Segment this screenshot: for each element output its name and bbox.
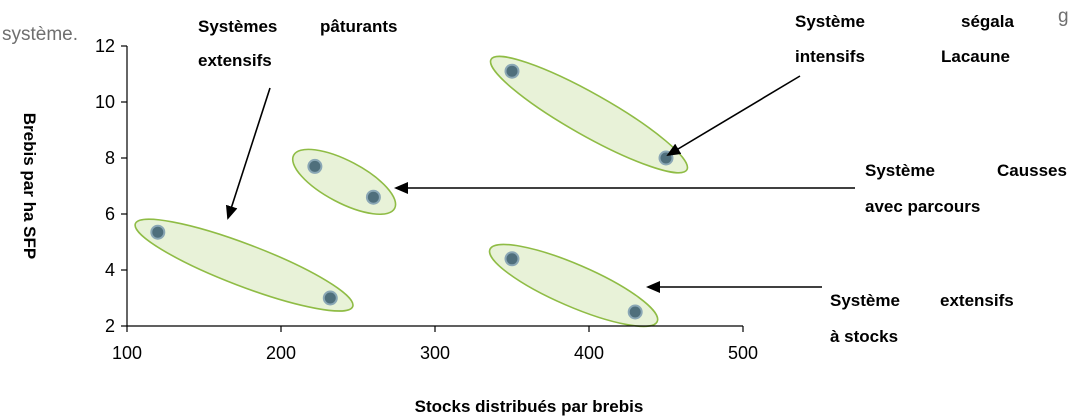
x-axis-title: Stocks distribués par brebis	[415, 397, 644, 416]
label-word: extensifs	[940, 291, 1014, 310]
x-tick-label: 100	[112, 343, 142, 363]
context-text-left: système.	[2, 24, 78, 45]
context-text-right: g	[1058, 6, 1069, 27]
data-point	[365, 189, 381, 205]
label-word: Causses	[997, 161, 1067, 180]
arrow-paturants	[225, 87, 271, 220]
group-ellipse	[134, 218, 354, 312]
group-ellipse	[291, 148, 397, 216]
label-word: intensifs	[795, 47, 865, 66]
y-tick-label: 4	[105, 260, 115, 280]
data-point	[627, 304, 643, 320]
group-label-causses: Système Causses avec parcours	[865, 161, 1067, 216]
x-tick-label: 400	[574, 343, 604, 363]
x-tick-label: 300	[420, 343, 450, 363]
y-tick-label: 6	[105, 204, 115, 224]
data-point	[307, 158, 323, 174]
data-point	[322, 290, 338, 306]
label-word: Systèmes	[198, 17, 277, 36]
label-word: Système	[795, 12, 865, 31]
data-point	[504, 63, 520, 79]
x-tick-label: 500	[728, 343, 758, 363]
y-tick-label: 8	[105, 148, 115, 168]
arrow-segala	[666, 75, 801, 157]
group-label-stocks: Système extensifs à stocks	[830, 291, 1014, 346]
label-word: pâturants	[320, 17, 397, 36]
y-tick-label: 12	[95, 36, 115, 56]
group-ellipse	[488, 243, 659, 328]
label-word: avec parcours	[865, 197, 980, 216]
y-tick-label: 2	[105, 316, 115, 336]
label-word: à stocks	[830, 327, 898, 346]
label-word: ségala	[961, 12, 1014, 31]
group-label-segala: Système ségala intensifs Lacaune	[795, 12, 1014, 66]
label-word: Système	[865, 161, 935, 180]
label-word: Système	[830, 291, 900, 310]
group-label-paturants: Systèmes pâturants extensifs	[198, 17, 397, 70]
x-tick-label: 200	[266, 343, 296, 363]
data-point	[150, 224, 166, 240]
group-ellipse	[489, 55, 689, 174]
label-word: extensifs	[198, 51, 272, 70]
data-point	[504, 251, 520, 267]
y-tick-label: 10	[95, 92, 115, 112]
label-word: Lacaune	[941, 47, 1010, 66]
y-axis-title: Brebis par ha SFP	[20, 113, 39, 259]
